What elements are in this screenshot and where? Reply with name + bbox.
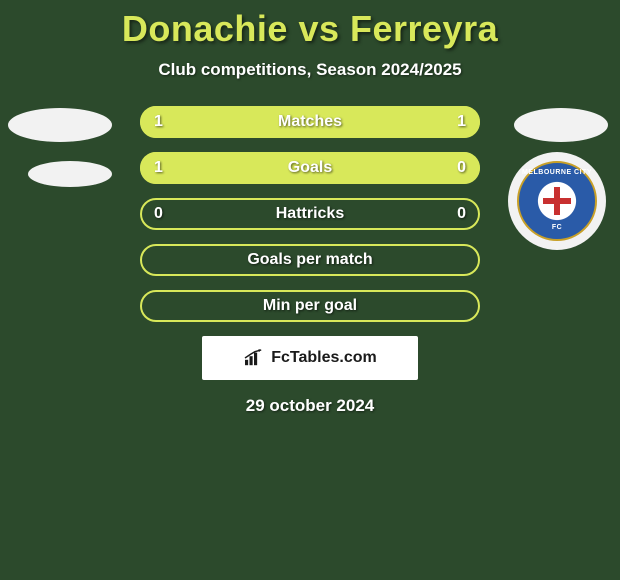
subtitle: Club competitions, Season 2024/2025 <box>0 60 620 80</box>
stat-label: Goals per match <box>247 251 372 269</box>
stat-row: Goals per match <box>140 244 480 276</box>
stat-label: Hattricks <box>276 205 344 223</box>
stat-value-left: 1 <box>154 159 163 177</box>
footer-brand-box: FcTables.com <box>202 336 418 380</box>
club-badge-bottom-text: FC <box>552 224 562 231</box>
stat-label: Min per goal <box>263 297 357 315</box>
page-title: Donachie vs Ferreyra <box>0 0 620 50</box>
stats-area: MELBOURNE CITY FC 1 1 Matches 1 0 Goals 0 0 Hatt… <box>0 106 620 322</box>
footer-brand-text: FcTables.com <box>271 349 377 367</box>
player-left-icon-2 <box>28 161 112 187</box>
club-badge-inner: MELBOURNE CITY FC <box>517 161 597 241</box>
stat-row: 1 1 Matches <box>140 106 480 138</box>
player-left-icon-1 <box>8 108 112 142</box>
stat-value-right: 0 <box>457 205 466 223</box>
stat-row: 0 0 Hattricks <box>140 198 480 230</box>
player-right-icon-1 <box>514 108 608 142</box>
club-badge-cross-icon <box>543 187 571 215</box>
chart-icon <box>243 349 265 367</box>
stat-value-right: 0 <box>457 159 466 177</box>
stat-value-left: 1 <box>154 113 163 131</box>
stat-label: Goals <box>288 159 332 177</box>
stat-row: Min per goal <box>140 290 480 322</box>
date-text: 29 october 2024 <box>0 396 620 416</box>
stat-value-left: 0 <box>154 205 163 223</box>
stat-row: 1 0 Goals <box>140 152 480 184</box>
club-badge-top-text: MELBOURNE CITY <box>522 169 592 176</box>
stat-label: Matches <box>278 113 342 131</box>
stat-value-right: 1 <box>457 113 466 131</box>
club-badge: MELBOURNE CITY FC <box>508 152 606 250</box>
